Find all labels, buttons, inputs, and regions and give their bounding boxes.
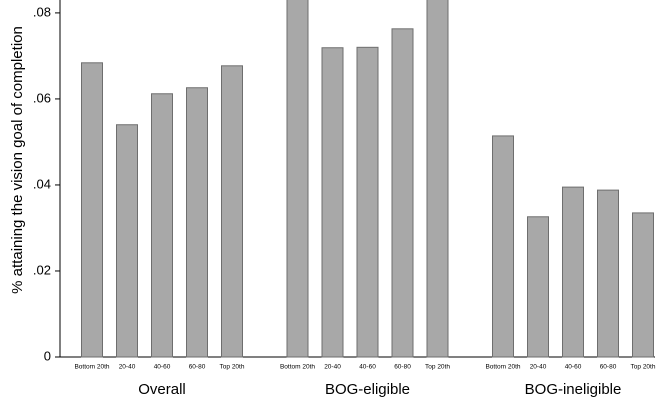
x-tick-label: Top 20th — [425, 364, 450, 371]
x-tick-label: 40-60 — [154, 364, 171, 371]
x-tick-label: 60-80 — [394, 364, 411, 371]
x-tick-label: Top 20th — [631, 364, 656, 371]
x-tick-label: 20-40 — [324, 364, 341, 371]
x-tick-label: 40-60 — [359, 364, 376, 371]
group-label: BOG-ineligible — [525, 381, 622, 398]
bar — [81, 62, 103, 358]
x-tick-label: 20-40 — [530, 364, 547, 371]
bar — [356, 46, 379, 358]
bar — [321, 47, 344, 358]
bar — [562, 186, 584, 358]
bar — [221, 65, 243, 358]
x-tick-label: 60-80 — [600, 364, 617, 371]
y-tick-label: .08 — [33, 4, 51, 19]
y-tick-label: .06 — [33, 90, 51, 105]
group-label: Overall — [138, 381, 186, 398]
x-tick-label: 40-60 — [565, 364, 582, 371]
y-tick-label: .02 — [33, 262, 51, 277]
bar — [151, 93, 173, 358]
bar — [632, 212, 654, 358]
x-tick-label: 20-40 — [119, 364, 136, 371]
bar — [186, 87, 208, 358]
y-axis-title: % attaining the vision goal of completio… — [9, 26, 26, 294]
bar — [426, 0, 449, 358]
x-tick-label: Bottom 20th — [280, 364, 315, 371]
bar — [116, 124, 138, 358]
x-tick-label: Top 20th — [220, 364, 245, 371]
y-tick-label: .04 — [33, 176, 51, 191]
y-tick-label: 0 — [44, 348, 51, 363]
x-tick-label: Bottom 20th — [485, 364, 520, 371]
bar — [391, 28, 414, 358]
x-tick-label: Bottom 20th — [74, 364, 109, 371]
bar — [286, 0, 309, 358]
x-tick-label: 60-80 — [189, 364, 206, 371]
bar — [527, 216, 549, 358]
bar — [597, 189, 619, 358]
bar — [492, 135, 514, 358]
group-label: BOG-eligible — [325, 381, 410, 398]
